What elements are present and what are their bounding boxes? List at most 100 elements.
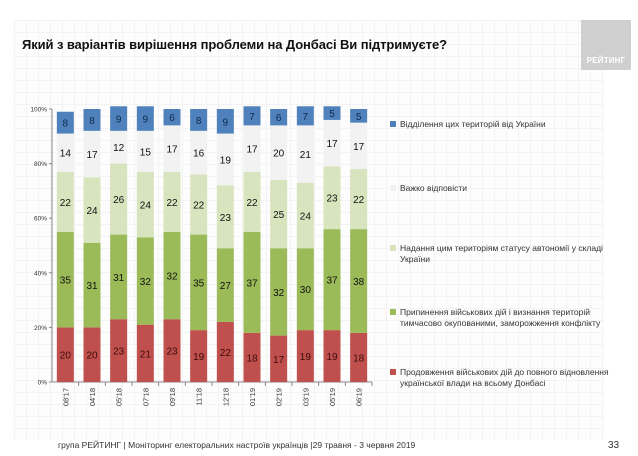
data-label: 38 bbox=[353, 277, 365, 288]
data-label: 19 bbox=[300, 352, 312, 363]
page-number: 33 bbox=[608, 440, 620, 451]
bar-segment bbox=[163, 231, 181, 320]
bar-segment bbox=[296, 330, 314, 382]
bar-segment bbox=[110, 163, 128, 235]
data-label: 32 bbox=[273, 288, 285, 299]
data-label: 24 bbox=[300, 211, 312, 222]
y-tick-label: 40% bbox=[34, 270, 47, 277]
bar-segment bbox=[56, 171, 74, 232]
data-label: 22 bbox=[60, 198, 72, 209]
data-label: 6 bbox=[169, 113, 175, 124]
bar-segment bbox=[163, 125, 181, 172]
x-tick-label: 06'19 bbox=[355, 388, 364, 406]
data-label: 7 bbox=[249, 112, 255, 123]
logo-text: РЕЙТИНГ bbox=[586, 56, 626, 65]
x-tick-label: 12'18 bbox=[221, 388, 230, 406]
legend-swatch bbox=[390, 309, 396, 315]
data-label: 5 bbox=[356, 112, 362, 123]
x-tick-label: 08'17 bbox=[61, 388, 70, 406]
bar-segment bbox=[216, 321, 234, 382]
legend-item: Продовження військових дій до повного ві… bbox=[390, 367, 620, 389]
bar-segment bbox=[190, 109, 208, 131]
legend-label: Продовження військових дій до повного ві… bbox=[400, 367, 609, 388]
y-tick-label: 0% bbox=[38, 380, 48, 387]
bar-segment bbox=[296, 182, 314, 249]
chart-title: Який з варіантів вирішення проблеми на Д… bbox=[22, 37, 447, 52]
bar-segment bbox=[216, 109, 234, 134]
data-label: 22 bbox=[246, 198, 258, 209]
data-label: 15 bbox=[140, 147, 152, 158]
data-label: 30 bbox=[300, 285, 312, 296]
legend-label: Припинення військових дій і визнання тер… bbox=[400, 307, 601, 328]
bar-segment bbox=[190, 174, 208, 235]
bar-segment bbox=[190, 330, 208, 382]
bar-segment bbox=[136, 324, 154, 382]
data-label: 20 bbox=[86, 351, 98, 362]
data-label: 23 bbox=[166, 347, 178, 358]
bar-segment bbox=[110, 130, 128, 164]
bar-segment bbox=[163, 319, 181, 382]
bar-segment bbox=[323, 166, 341, 230]
data-label: 14 bbox=[60, 149, 72, 160]
bar-segment bbox=[83, 327, 101, 382]
bar-segment bbox=[56, 231, 74, 328]
data-label: 18 bbox=[246, 353, 258, 364]
data-label: 26 bbox=[113, 195, 125, 206]
bar-segment bbox=[83, 130, 101, 178]
data-label: 22 bbox=[353, 195, 365, 206]
x-tick-label: 05'19 bbox=[328, 388, 337, 406]
data-label: 18 bbox=[353, 353, 365, 364]
legend-label: Важко відповісти bbox=[400, 183, 467, 193]
bar-segment bbox=[243, 171, 261, 232]
bar-segment bbox=[350, 229, 368, 333]
data-label: 9 bbox=[223, 117, 229, 128]
bar-segment bbox=[243, 231, 261, 333]
footer-text: група РЕЙТИНГ | Моніторинг електоральних… bbox=[58, 440, 416, 450]
data-label: 7 bbox=[303, 112, 309, 123]
data-label: 8 bbox=[89, 116, 95, 127]
data-label: 31 bbox=[113, 273, 125, 284]
data-label: 24 bbox=[140, 201, 152, 212]
bar-segment bbox=[270, 335, 288, 382]
data-label: 20 bbox=[60, 351, 72, 362]
legend-swatch bbox=[390, 369, 396, 375]
data-label: 21 bbox=[300, 150, 312, 161]
legend-item: Відділення цих територій від України bbox=[390, 119, 620, 130]
data-label: 19 bbox=[326, 352, 338, 363]
bar-segment bbox=[323, 119, 341, 167]
rating-logo: РЕЙТИНГ bbox=[581, 20, 631, 70]
data-label: 9 bbox=[143, 115, 149, 126]
data-label: 8 bbox=[196, 116, 202, 127]
x-tick-label: 04'18 bbox=[88, 388, 97, 406]
legend-swatch bbox=[390, 245, 396, 251]
bar-segment bbox=[296, 125, 314, 183]
legend-swatch bbox=[390, 185, 396, 191]
data-label: 24 bbox=[86, 206, 98, 217]
data-label: 19 bbox=[220, 156, 232, 167]
legend-item: Припинення військових дій і визнання тер… bbox=[390, 307, 620, 329]
data-label: 37 bbox=[326, 276, 338, 287]
bar-segment bbox=[163, 171, 181, 232]
bar-segment bbox=[270, 109, 288, 126]
bar-segment bbox=[216, 185, 234, 249]
data-label: 27 bbox=[220, 281, 232, 292]
legend-item: Надання цим територіям статусу автономії… bbox=[390, 243, 620, 265]
legend-item: Важко відповісти bbox=[390, 183, 620, 194]
y-tick-label: 100% bbox=[30, 107, 47, 114]
data-label: 23 bbox=[113, 347, 125, 358]
bar-segment bbox=[136, 106, 154, 131]
bar-segment bbox=[350, 122, 368, 170]
data-label: 21 bbox=[140, 349, 152, 360]
data-label: 5 bbox=[329, 109, 335, 120]
data-label: 8 bbox=[63, 119, 69, 130]
bar-segment bbox=[56, 327, 74, 382]
data-label: 16 bbox=[193, 149, 205, 160]
x-tick-label: 03'19 bbox=[301, 388, 310, 406]
data-label: 20 bbox=[273, 149, 285, 160]
data-label: 23 bbox=[220, 213, 232, 224]
data-label: 35 bbox=[60, 276, 72, 287]
bar-segment bbox=[190, 130, 208, 175]
x-tick-label: 09'18 bbox=[168, 388, 177, 406]
bar-segment bbox=[243, 332, 261, 382]
bar-segment bbox=[350, 332, 368, 382]
